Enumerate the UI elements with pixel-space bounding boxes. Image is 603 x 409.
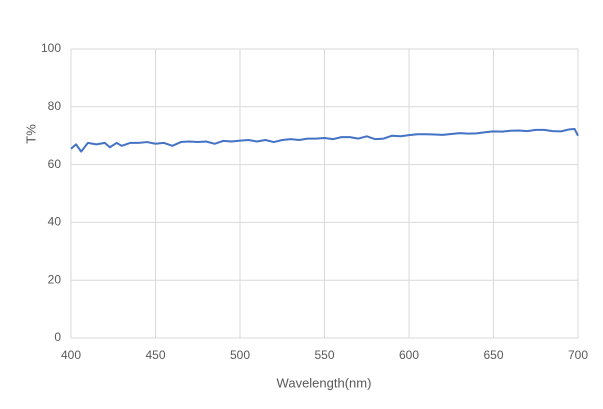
y-tick-label: 20 [48,272,62,286]
x-tick-label: 450 [145,348,165,362]
x-tick-label: 600 [399,348,419,362]
y-tick-label: 0 [54,330,61,344]
data-line [70,128,579,153]
y-tick-label: 60 [48,157,62,171]
y-tick-label: 100 [41,41,61,55]
x-axis-label: Wavelength(nm) [277,375,372,390]
y-tick-label: 80 [48,99,62,113]
y-tick-label: 40 [48,215,62,229]
x-tick-label: 650 [483,348,503,362]
x-tick-label: 700 [568,348,588,362]
x-tick-label: 550 [314,348,334,362]
y-axis-label: T% [23,124,38,144]
x-tick-label: 500 [230,348,250,362]
x-tick-label: 400 [61,348,81,362]
